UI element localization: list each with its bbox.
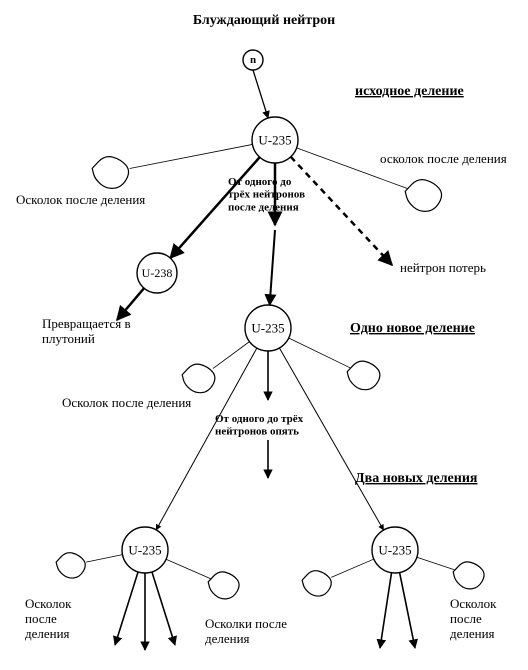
node-label-n: n bbox=[250, 54, 256, 66]
edge bbox=[213, 342, 249, 369]
stage-two-new: Два новых деления bbox=[355, 471, 478, 486]
edge bbox=[152, 572, 175, 645]
label-fragment: Осколок после деления bbox=[62, 395, 191, 410]
edge bbox=[86, 555, 122, 562]
label-fragment: Осколок после деления bbox=[16, 192, 145, 207]
edge bbox=[417, 557, 456, 570]
edge bbox=[253, 70, 268, 118]
node-label-u235_1: U-235 bbox=[258, 133, 291, 148]
fission-fragment bbox=[347, 361, 380, 390]
fission-diagram: n U-235 U-238 U-235 U-235 U-235 Блуждающий не… bbox=[0, 0, 528, 670]
edge bbox=[115, 572, 138, 645]
stage-one-new: Одно новое деление bbox=[350, 321, 475, 336]
label-fragment: Осколокпоследеления bbox=[450, 596, 497, 641]
label-fragment: осколок после деления bbox=[380, 151, 507, 166]
fission-fragment bbox=[92, 157, 128, 189]
edge bbox=[331, 559, 374, 577]
fission-fragment bbox=[208, 572, 239, 599]
edge bbox=[270, 230, 275, 305]
edge bbox=[400, 573, 415, 648]
node-label-u235_4: U-235 bbox=[378, 543, 411, 558]
diagram-title: Блуждающий нейтрон bbox=[193, 13, 335, 28]
node-label-u235_2: U-235 bbox=[251, 321, 284, 336]
edge bbox=[130, 144, 253, 168]
label-neutrons-again: От одного до трёхнейтронов опять bbox=[215, 413, 304, 438]
label-fragments: Осколки последеления bbox=[205, 616, 287, 646]
label-lost-neutron: нейтрон потерь bbox=[400, 260, 486, 275]
fission-fragment bbox=[182, 364, 215, 393]
label-fragment: Осколокпоследеления bbox=[25, 596, 72, 641]
fission-fragment bbox=[302, 571, 331, 596]
fission-fragment bbox=[453, 562, 484, 589]
edge bbox=[289, 338, 351, 368]
fission-fragment bbox=[405, 180, 441, 212]
label-plutonium: Превращается вплутоний bbox=[42, 316, 131, 346]
edge bbox=[291, 157, 392, 265]
fission-fragment bbox=[56, 553, 85, 578]
edge bbox=[380, 573, 392, 648]
stage-initial: исходное деление bbox=[355, 84, 464, 99]
edge bbox=[166, 559, 211, 579]
label-neutrons: От одного дотрёх нейтроновпосле деления bbox=[228, 176, 305, 213]
node-label-u235_3: U-235 bbox=[128, 543, 161, 558]
node-label-u238: U-238 bbox=[142, 266, 173, 280]
